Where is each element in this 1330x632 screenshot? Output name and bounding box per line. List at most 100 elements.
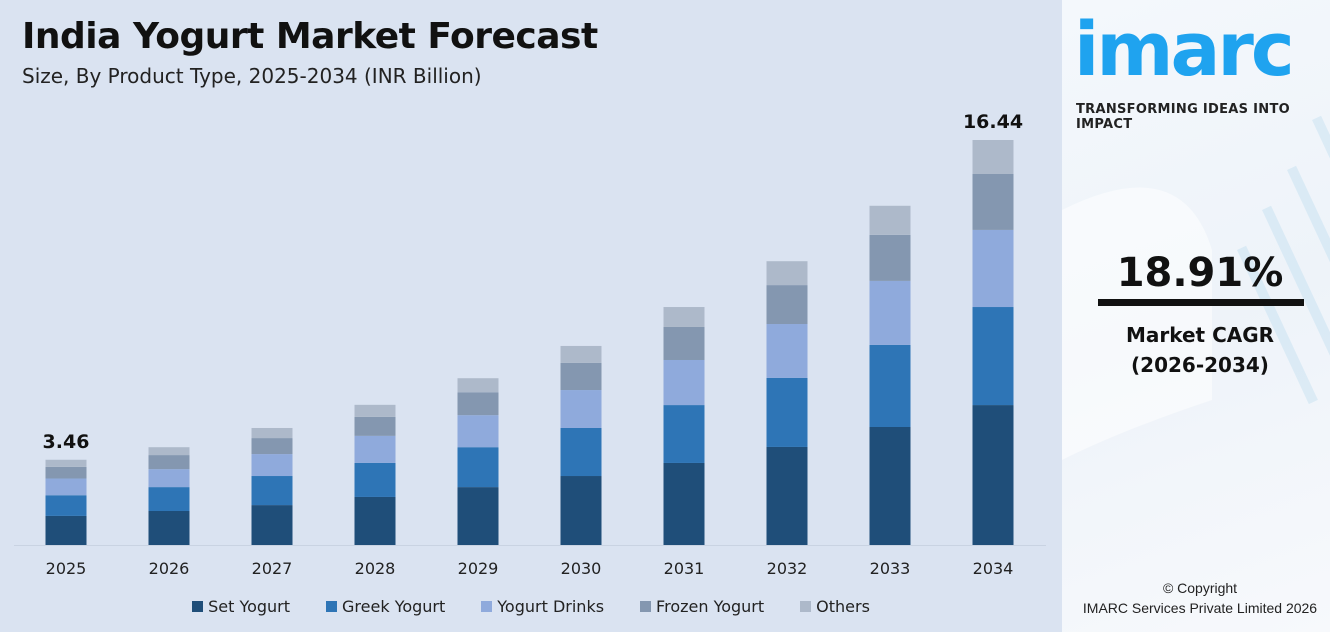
bar-segment-set-yogurt-2032 — [766, 446, 808, 545]
logo-tagline: TRANSFORMING IDEAS INTO IMPACT — [1076, 102, 1290, 132]
bar-segment-frozen-yogurt-2032 — [766, 285, 808, 325]
bar-segment-yogurt-drinks-2026 — [148, 469, 190, 488]
legend-label: Others — [816, 597, 870, 616]
bar-segment-greek-yogurt-2028 — [354, 462, 396, 497]
bar-segment-frozen-yogurt-2026 — [148, 455, 190, 470]
bar-segment-greek-yogurt-2030 — [560, 427, 602, 477]
cagr-label: Market CAGR (2026-2034) — [1062, 320, 1330, 380]
bar-stack-2029 — [457, 378, 499, 545]
copyright-line: © Copyright — [1162, 580, 1238, 596]
bar-segment-frozen-yogurt-2029 — [457, 392, 499, 416]
x-tick-label: 2032 — [767, 559, 808, 578]
bar-segment-others-2027 — [251, 427, 293, 439]
info-panel: imarc TRANSFORMING IDEAS INTO IMPACT 18.… — [1062, 0, 1330, 632]
legend-item-others: Others — [800, 597, 870, 616]
bar-segment-others-2034 — [972, 140, 1014, 174]
background-decoration — [1062, 115, 1330, 460]
bar-stack-2034 — [972, 140, 1014, 545]
bar-stack-2032 — [766, 261, 808, 545]
bar-segment-yogurt-drinks-2030 — [560, 390, 602, 428]
cagr-period: (2026-2034) — [1131, 353, 1269, 377]
legend-label: Frozen Yogurt — [656, 597, 765, 616]
legend-item-frozen-yogurt: Frozen Yogurt — [640, 597, 764, 616]
bar-segment-yogurt-drinks-2028 — [354, 435, 396, 463]
bar-segment-frozen-yogurt-2033 — [869, 234, 911, 281]
x-tick-label: 2027 — [252, 559, 293, 578]
legend-swatch — [640, 601, 652, 612]
imarc-logo: imarc — [1074, 7, 1295, 93]
bar-segment-yogurt-drinks-2027 — [251, 454, 293, 477]
x-tick-label: 2034 — [973, 559, 1014, 578]
bar-segment-frozen-yogurt-2034 — [972, 173, 1014, 230]
bar-stack-2028 — [354, 404, 396, 545]
bar-segment-greek-yogurt-2032 — [766, 377, 808, 447]
bar-segment-greek-yogurt-2034 — [972, 307, 1014, 406]
legend-label: Set Yogurt — [208, 597, 291, 616]
company-name: IMARC Services Private Limited 2026 — [1082, 600, 1318, 616]
x-tick-label: 2026 — [149, 559, 190, 578]
bar-segment-yogurt-drinks-2033 — [869, 280, 911, 345]
legend-swatch — [192, 601, 204, 612]
chart-title: India Yogurt Market Forecast — [22, 16, 598, 57]
bar-segment-others-2033 — [869, 205, 911, 235]
bar-segment-frozen-yogurt-2028 — [354, 416, 396, 436]
legend-item-yogurt-drinks: Yogurt Drinks — [481, 597, 604, 616]
cagr-divider — [1098, 299, 1304, 306]
bar-segment-yogurt-drinks-2034 — [972, 229, 1014, 308]
bar-segment-yogurt-drinks-2031 — [663, 359, 705, 406]
bar-segment-others-2030 — [560, 345, 602, 363]
x-tick-label: 2029 — [458, 559, 499, 578]
bar-segment-others-2025 — [45, 459, 87, 467]
bar-segment-set-yogurt-2034 — [972, 405, 1014, 545]
legend-swatch — [481, 601, 493, 612]
bar-stack-2033 — [869, 205, 911, 545]
bar-stack-2027 — [251, 427, 293, 545]
bar-segment-greek-yogurt-2031 — [663, 405, 705, 463]
legend-item-set-yogurt: Set Yogurt — [192, 597, 290, 616]
x-tick-label: 2033 — [870, 559, 911, 578]
x-tick-label: 2028 — [355, 559, 396, 578]
legend-swatch — [800, 601, 812, 612]
bar-segment-greek-yogurt-2025 — [45, 495, 87, 516]
bar-stack-2025 — [45, 459, 87, 545]
chart-panel: India Yogurt Market Forecast Size, By Pr… — [0, 16, 1062, 616]
cagr-value: 18.91% — [1116, 250, 1284, 296]
bar-stack-2030 — [560, 345, 602, 545]
bar-segment-frozen-yogurt-2030 — [560, 362, 602, 391]
bar-segment-frozen-yogurt-2027 — [251, 438, 293, 455]
bar-segment-others-2026 — [148, 447, 190, 456]
bar-segment-set-yogurt-2031 — [663, 462, 705, 545]
bar-segment-set-yogurt-2029 — [457, 487, 499, 545]
bar-segment-yogurt-drinks-2029 — [457, 415, 499, 448]
bar-segment-greek-yogurt-2029 — [457, 447, 499, 488]
bar-stack-2031 — [663, 307, 705, 545]
bar-segment-others-2029 — [457, 378, 499, 393]
legend-swatch — [326, 601, 338, 612]
legend-label: Greek Yogurt — [342, 597, 446, 616]
bar-segment-set-yogurt-2027 — [251, 505, 293, 545]
legend-item-greek-yogurt: Greek Yogurt — [326, 597, 445, 616]
bar-segment-greek-yogurt-2026 — [148, 487, 190, 512]
data-label-total: 16.44 — [963, 111, 1023, 133]
bar-segment-others-2032 — [766, 261, 808, 286]
copyright: © Copyright IMARC Services Private Limit… — [1062, 578, 1330, 618]
chart-subtitle: Size, By Product Type, 2025-2034 (INR Bi… — [22, 64, 482, 88]
bar-segment-greek-yogurt-2033 — [869, 344, 911, 427]
bar-segment-set-yogurt-2028 — [354, 496, 396, 545]
bar-segment-set-yogurt-2033 — [869, 426, 911, 545]
bar-segment-set-yogurt-2026 — [148, 511, 190, 545]
legend: Set Yogurt Greek Yogurt Yogurt Drinks Froze… — [0, 597, 1062, 616]
bar-segment-frozen-yogurt-2031 — [663, 326, 705, 360]
bar-segment-yogurt-drinks-2032 — [766, 324, 808, 378]
x-tick-label: 2030 — [561, 559, 602, 578]
legend-label: Yogurt Drinks — [497, 597, 605, 616]
stacked-bar-chart: 2025 3.46 2026 2027 2028 2029 2030 2031 2032 2033… — [14, 111, 1046, 578]
bar-segment-greek-yogurt-2027 — [251, 476, 293, 506]
bar-segment-frozen-yogurt-2025 — [45, 466, 87, 479]
bar-segment-others-2031 — [663, 307, 705, 327]
bar-segment-set-yogurt-2025 — [45, 515, 87, 545]
cagr-label-text: Market CAGR — [1125, 323, 1275, 347]
data-label-total: 3.46 — [43, 431, 90, 453]
bar-segment-yogurt-drinks-2025 — [45, 478, 87, 496]
bar-stack-2026 — [148, 447, 190, 545]
